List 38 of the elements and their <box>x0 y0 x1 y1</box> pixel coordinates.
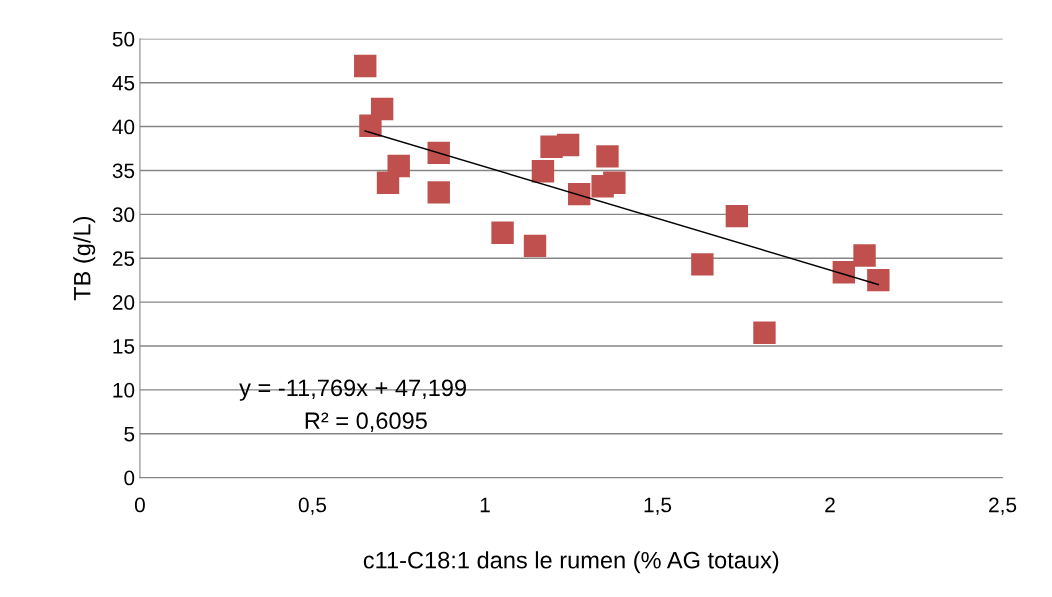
x-tick-label: 1 <box>480 497 490 513</box>
y-axis-title: TB (g/L) <box>73 217 96 301</box>
y-tick-label: 25 <box>112 251 135 266</box>
y-tick-label: 40 <box>112 119 135 135</box>
y-tick-label: 35 <box>112 163 135 179</box>
annotation: y = -11,769x + 47,199 <box>239 379 466 401</box>
x-axis-title: c11-C18:1 dans le rumen (% AG totaux) <box>363 551 779 574</box>
x-tick-label: 0,5 <box>298 497 327 515</box>
point <box>691 253 714 276</box>
point <box>867 268 890 292</box>
y-tick-label: 5 <box>124 426 135 442</box>
y-tick-label: 10 <box>113 382 135 398</box>
x-tick-label: 2,5 <box>989 497 1017 515</box>
point <box>603 171 626 194</box>
annotation: R² = 0,6095 <box>305 412 427 432</box>
point <box>753 321 776 344</box>
point <box>370 97 394 121</box>
y-tick-label: 45 <box>112 75 135 91</box>
point <box>427 181 450 204</box>
x-tick-label: 2 <box>825 497 835 513</box>
point <box>725 204 749 228</box>
y-tick-label: 0 <box>124 470 135 486</box>
y-tick-label: 50 <box>112 31 135 47</box>
point <box>387 154 410 178</box>
point <box>427 141 450 165</box>
point <box>567 182 591 206</box>
point <box>354 54 377 78</box>
point <box>531 160 555 183</box>
y-tick-label: 30 <box>112 207 135 223</box>
point <box>853 244 876 267</box>
x-tick-label: 1,5 <box>644 497 672 515</box>
point <box>556 133 580 157</box>
y-tick-label: 20 <box>112 295 135 310</box>
point <box>596 145 619 168</box>
x-tick-label: 0 <box>134 497 145 513</box>
point <box>523 234 547 258</box>
y-tick-label: 15 <box>113 339 135 354</box>
point <box>491 221 514 244</box>
